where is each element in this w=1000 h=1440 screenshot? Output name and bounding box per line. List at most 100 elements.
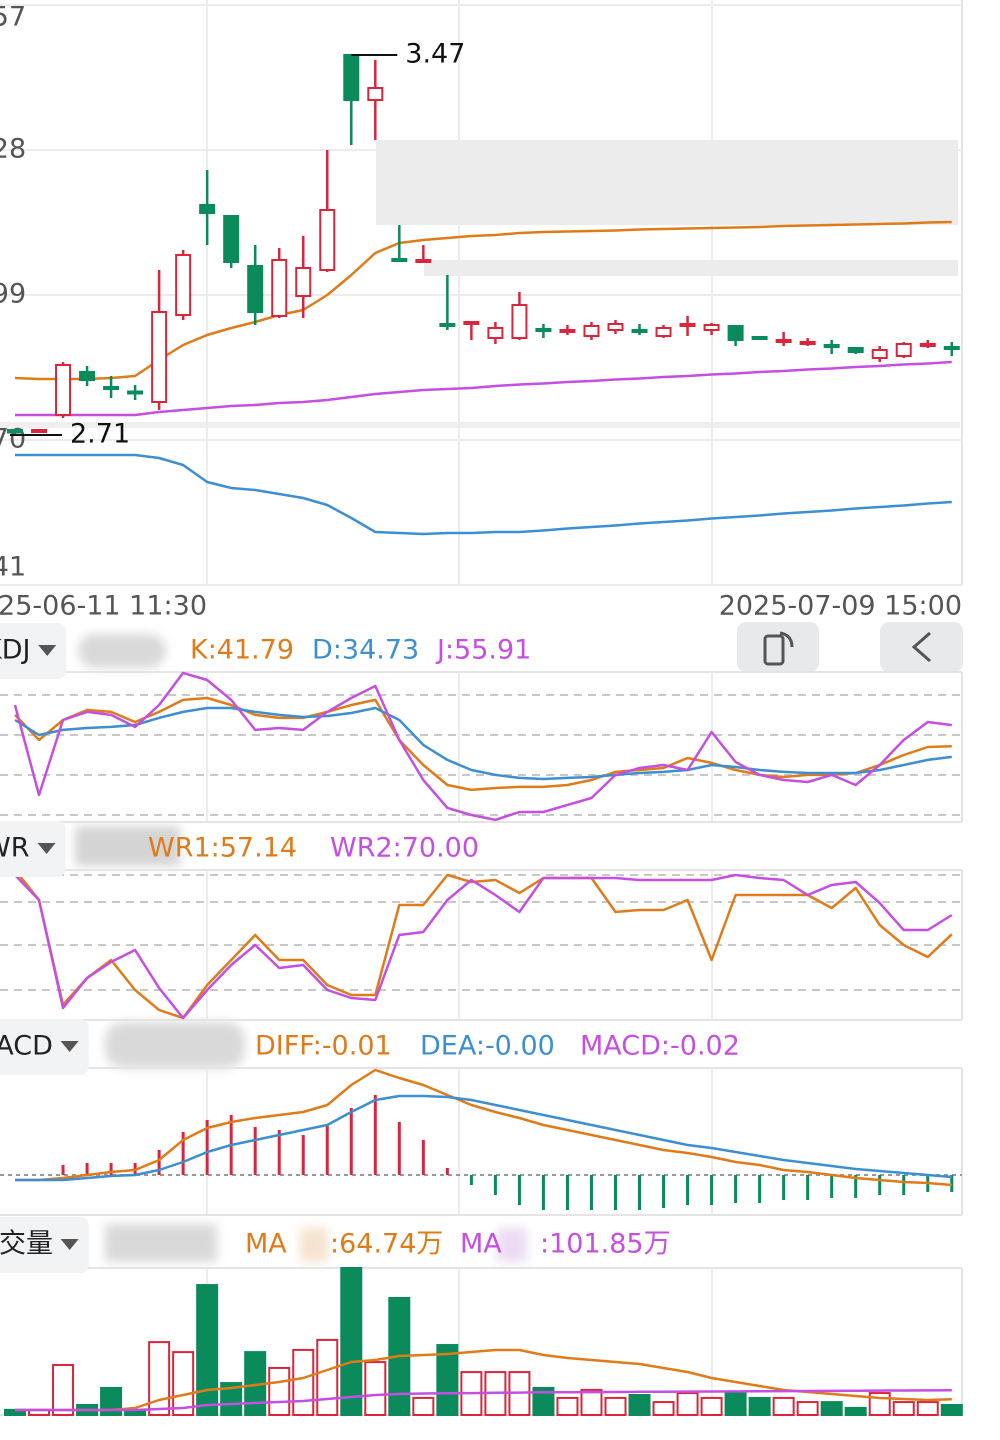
volume-bar [700,1396,723,1416]
shaded-zone [424,260,958,276]
candle-body [895,343,912,357]
volume-bar [748,1396,771,1416]
volume-bar [892,1401,915,1416]
candle-body [583,325,600,337]
rotate-icon [779,631,794,648]
indicator-line [15,1094,952,1182]
candle-body [367,87,384,101]
collapse-button[interactable] [880,622,963,672]
volume-bar [652,1401,675,1416]
volume-bar [556,1396,579,1416]
volume-bar [916,1401,939,1416]
candle-body [799,341,816,345]
blurred-area [105,1022,245,1068]
volume-bar [340,1267,363,1416]
candle-body [871,349,888,359]
indicator-line [14,220,952,381]
volume-bar [604,1396,627,1416]
indicator-line [14,869,953,1020]
indicator-line [14,696,952,792]
legend-label: MA [460,1229,502,1260]
candle-body [343,54,360,101]
volume-bar [676,1392,699,1416]
legend-value: :101.85万 [540,1229,671,1260]
candle-body [679,323,696,327]
volume-bar [364,1361,387,1416]
candle-body [271,259,288,317]
indicator-line [13,671,952,822]
candle-body [439,323,456,327]
max-label: 3.47 [405,39,465,70]
legend-label: WR2:70.00 [330,833,479,864]
legend-label: MA [245,1229,287,1260]
legend-label: K:41.79 [190,635,294,666]
candle-body [175,254,192,316]
volume-bar [844,1406,867,1416]
candle-body [319,209,336,271]
legend-label: WR1:57.14 [148,833,297,864]
candle-body [127,390,144,395]
volume-bar [940,1404,963,1417]
indicator-tab [0,623,67,679]
volume-bar [412,1396,435,1416]
candle-body [607,323,624,331]
candle-body [919,343,936,347]
indicator-line [14,706,952,781]
blurred-area [300,1228,328,1262]
candle-body [415,259,432,263]
candle-body [391,258,408,262]
candle-body [727,325,744,341]
candle-body [7,429,23,434]
y-tick-label: 3.57 [0,2,26,33]
legend-label: DIFF:-0.01 [255,1031,392,1062]
volume-bar [532,1386,555,1417]
indicator-name: MACD [0,1031,53,1062]
indicator-line [15,1388,952,1412]
indicator-tab [0,821,66,877]
candle-body [247,265,264,313]
rotate-button[interactable] [737,622,819,672]
blurred-area [78,634,166,668]
dropdown-arrow [37,843,56,854]
dropdown-arrow [60,1239,79,1250]
dropdown-arrow [60,1041,79,1052]
indicator-name: KDJ [0,635,30,666]
volume-bar [724,1392,747,1416]
legend-label: DEA:-0.00 [420,1031,555,1062]
x-label: 2025-07-09 15:00 [719,591,962,622]
volume-bar [52,1364,75,1417]
y-tick-label: 2.41 [0,552,26,583]
candle-body [823,344,840,348]
candle-body [631,329,648,333]
volume-bar [628,1394,651,1417]
candle-body [535,328,552,332]
indicator-name: 成交量 [0,1229,53,1260]
legend-label: J:55.91 [435,635,531,666]
rotate-icon [763,634,785,666]
min-label: 2.71 [70,419,130,450]
indicator-tab [0,1019,89,1075]
volume-bar [148,1341,171,1417]
candle-body [199,204,216,214]
indicator-line [15,1068,952,1187]
candle-body [463,321,480,325]
y-tick-label: 3.28 [0,134,26,165]
candle-body [295,267,312,297]
candle-body [103,386,120,390]
volume-bar [316,1338,339,1416]
volume-bar [100,1386,123,1417]
candle-body [223,215,240,263]
candle-body [55,364,72,416]
volume-bar [292,1348,315,1416]
layout [0,140,963,1262]
dropdown-arrow [38,645,57,656]
candle-body [151,311,168,403]
legend-value: :64.74万 [330,1229,443,1260]
volume-bar [436,1344,459,1416]
volume-bar [196,1284,219,1417]
indicator-line [15,453,952,536]
blurred-area [497,1228,527,1262]
volume-bar [796,1401,819,1416]
blurred-area [75,826,180,866]
